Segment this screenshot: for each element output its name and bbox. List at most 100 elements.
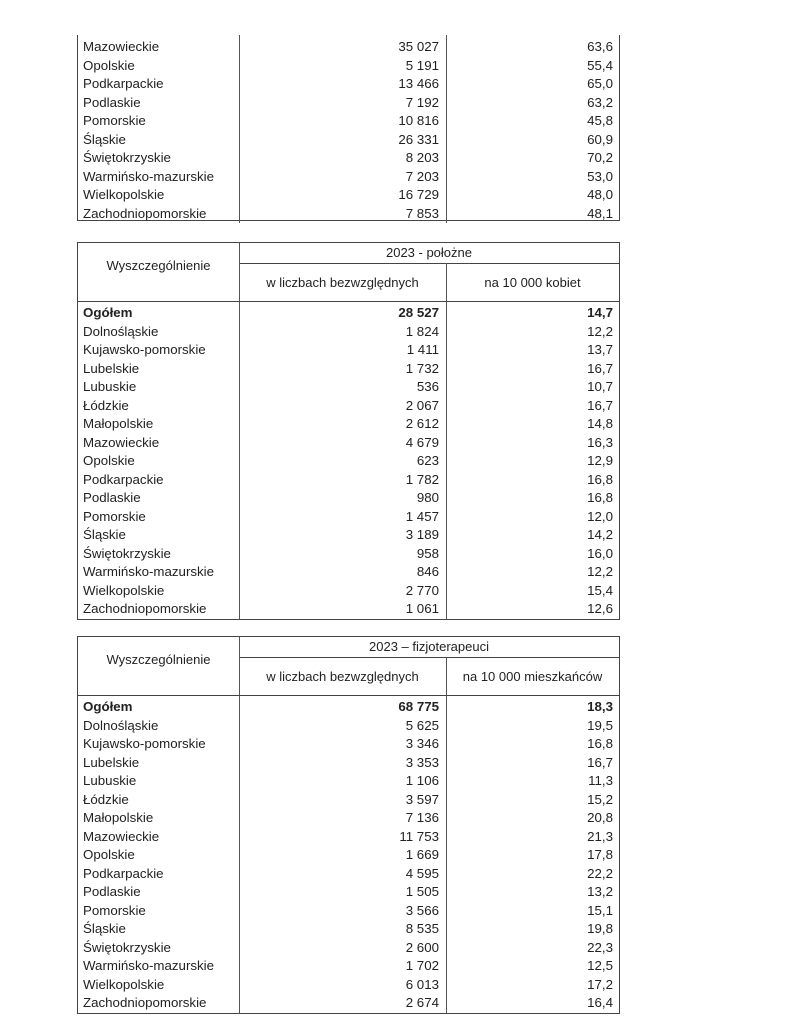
table-row: Świętokrzyskie 8 203 70,2 [78, 149, 619, 168]
rate-value: 19,5 [587, 717, 613, 733]
absolute-value: 2 674 [405, 995, 439, 1010]
absolute-value: 35 027 [398, 39, 439, 54]
absolute-value: 958 [416, 545, 439, 561]
rate-value: 17,8 [587, 847, 613, 862]
rate-value: 16,7 [587, 397, 613, 413]
table-row: Podkarpackie 13 466 65,0 [78, 75, 619, 94]
rate-value: 16,8 [587, 490, 613, 505]
absolute-value: 1 061 [405, 601, 439, 616]
table-row: Kujawsko-pomorskie 1 411 13,7 [78, 341, 619, 360]
absolute-value: 1 824 [405, 323, 439, 339]
table-row: Lubuskie 536 10,7 [78, 378, 619, 397]
rate-value: 20,8 [587, 810, 613, 825]
rate-value: 16,8 [587, 736, 613, 751]
table-row: Podkarpackie 1 782 16,8 [78, 471, 619, 490]
absolute-value: 68 775 [398, 699, 439, 714]
rate-value: 14,8 [587, 416, 613, 431]
table-header: Wyszczególnienie 2023 - położne w liczbach… [78, 243, 619, 302]
region-name: Podkarpackie [83, 76, 164, 91]
table-row: Zachodniopomorskie 7 853 48,1 [78, 205, 619, 224]
rate-value: 63,2 [587, 94, 613, 110]
rate-value: 16,0 [587, 545, 613, 561]
absolute-value: 5 191 [405, 57, 439, 73]
absolute-value: 3 189 [405, 527, 439, 542]
absolute-value: 7 853 [405, 205, 439, 221]
rate-value: 16,3 [587, 434, 613, 450]
region-name: Świętokrzyskie [83, 150, 171, 165]
table-body: Ogółem 68 775 18,3 Dolnośląskie 5 625 19,5 Kuj… [78, 696, 619, 1013]
region-name: Pomorskie [83, 508, 146, 524]
rate-value: 48,1 [587, 205, 613, 221]
absolute-value: 1 669 [405, 847, 439, 862]
region-name: Śląskie [83, 527, 126, 542]
absolute-value: 1 782 [405, 471, 439, 487]
rate-value: 15,1 [587, 902, 613, 918]
rate-value: 21,3 [587, 828, 613, 844]
region-name: Dolnośląskie [83, 323, 159, 339]
absolute-value: 7 136 [405, 810, 439, 825]
absolute-value: 3 353 [405, 754, 439, 770]
table-row: Małopolskie 7 136 20,8 [78, 809, 619, 828]
absolute-value: 6 013 [405, 976, 439, 992]
region-name: Lubuskie [83, 379, 137, 394]
region-name: Mazowieckie [83, 828, 160, 844]
table-row: Podlaskie 1 505 13,2 [78, 883, 619, 902]
region-name: Wielkopolskie [83, 187, 165, 202]
table-row: Podlaskie 980 16,8 [78, 489, 619, 508]
table-row: Pomorskie 1 457 12,0 [78, 508, 619, 527]
absolute-value: 536 [416, 379, 439, 394]
region-name: Warmińsko-mazurskie [83, 168, 215, 184]
rate-value: 18,3 [587, 699, 613, 714]
table-physiotherapists: Wyszczególnienie 2023 – fizjoterapeuci w l… [77, 636, 620, 1014]
table-row: Śląskie 3 189 14,2 [78, 526, 619, 545]
table-row: Pomorskie 10 816 45,8 [78, 112, 619, 131]
region-name: Kujawsko-pomorskie [83, 342, 206, 357]
total-row: Ogółem 28 527 14,7 [78, 304, 619, 323]
region-name: Mazowieckie [83, 39, 160, 54]
rate-value: 10,7 [587, 379, 613, 394]
rate-value: 45,8 [587, 113, 613, 128]
absolute-value: 3 566 [405, 902, 439, 918]
region-name: Lubuskie [83, 773, 137, 788]
region-name: Warmińsko-mazurskie [83, 564, 215, 579]
region-name: Zachodniopomorskie [83, 995, 207, 1010]
column-header-absolute: w liczbach bezwzględnych [266, 274, 419, 290]
absolute-value: 3 346 [405, 736, 439, 751]
region-name: Lubelskie [83, 360, 140, 376]
rate-value: 14,2 [587, 527, 613, 542]
table-header: Wyszczególnienie 2023 – fizjoterapeuci w l… [78, 637, 619, 696]
region-name: Śląskie [83, 131, 126, 147]
absolute-value: 1 411 [406, 342, 439, 357]
table-row: Warmińsko-mazurskie 1 702 12,5 [78, 957, 619, 976]
rate-value: 16,7 [587, 754, 613, 770]
table-row: Wielkopolskie 6 013 17,2 [78, 976, 619, 995]
table-row: Mazowieckie 11 753 21,3 [78, 828, 619, 847]
region-name: Małopolskie [83, 416, 154, 431]
table-row: Opolskie 5 191 55,4 [78, 57, 619, 76]
region-name: Opolskie [83, 847, 135, 862]
table-row: Warmińsko-mazurskie 7 203 53,0 [78, 168, 619, 187]
rate-value: 65,0 [587, 76, 613, 91]
column-divider [446, 35, 447, 223]
table-body: Ogółem 28 527 14,7 Dolnośląskie 1 824 12,2 Kuj… [78, 302, 619, 619]
rate-value: 15,4 [587, 582, 613, 598]
rate-value: 17,2 [587, 976, 613, 992]
table-row: Dolnośląskie 1 824 12,2 [78, 323, 619, 342]
absolute-value: 8 535 [405, 921, 439, 936]
table-row: Lubelskie 3 353 16,7 [78, 754, 619, 773]
stub-header: Wyszczególnienie [106, 651, 211, 667]
absolute-value: 623 [416, 453, 439, 468]
table-row: Warmińsko-mazurskie 846 12,2 [78, 563, 619, 582]
absolute-value: 16 729 [398, 187, 439, 202]
rate-value: 16,7 [587, 360, 613, 376]
table-row: Lubelskie 1 732 16,7 [78, 360, 619, 379]
table-midwives: Wyszczególnienie 2023 - położne w liczbach… [77, 242, 620, 620]
region-name: Podlaskie [83, 884, 141, 899]
absolute-value: 1 732 [405, 360, 439, 376]
rate-value: 13,2 [587, 884, 613, 899]
region-name: Łódzkie [83, 397, 129, 413]
rate-value: 14,7 [587, 305, 613, 320]
rate-value: 48,0 [587, 187, 613, 202]
rate-value: 11,3 [588, 773, 613, 788]
absolute-value: 1 702 [405, 958, 439, 973]
